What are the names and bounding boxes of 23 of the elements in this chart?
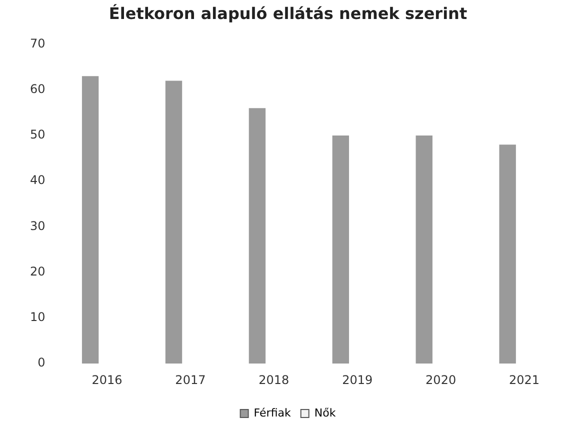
chart-title: Életkoron alapuló ellátás nemek szerint (108, 4, 468, 23)
x-tick-label: 2020 (426, 372, 456, 387)
y-tick-label: 30 (30, 218, 46, 233)
y-tick-label: 40 (30, 173, 46, 188)
y-tick-label: 70 (30, 36, 46, 50)
y-tick-label: 60 (30, 82, 46, 96)
x-tick-label: 2021 (509, 372, 540, 387)
y-tick-label: 50 (30, 128, 46, 142)
x-tick-label: 2018 (258, 372, 290, 387)
bar (248, 108, 266, 364)
bar (499, 144, 516, 364)
y-tick-label: 20 (30, 264, 46, 278)
bar (165, 80, 182, 364)
bar (416, 135, 432, 364)
x-tick-label: 2016 (92, 372, 122, 387)
y-tick-label: 10 (30, 310, 46, 324)
bar (82, 76, 99, 364)
x-tick-label: 2017 (175, 372, 206, 387)
y-tick-label: 0 (38, 356, 46, 370)
legend-label: Férfiak (254, 406, 292, 420)
bar (332, 135, 350, 364)
x-tick-label: 2019 (342, 372, 373, 387)
legend-label: Nők (314, 406, 336, 420)
